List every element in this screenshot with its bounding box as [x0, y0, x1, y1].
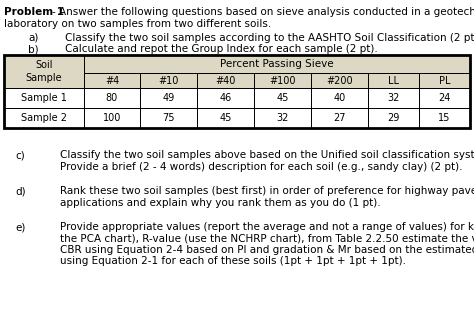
Text: CBR using Equation 2-4 based on PI and gradation & Mr based on the estimated CBR: CBR using Equation 2-4 based on PI and g… — [60, 245, 474, 255]
Bar — [197, 88, 254, 108]
Bar — [4, 108, 83, 128]
Text: #4: #4 — [105, 75, 119, 85]
Text: 27: 27 — [333, 113, 346, 123]
Text: Classify the two soil samples above based on the Unified soil classification sys: Classify the two soil samples above base… — [60, 150, 474, 160]
Bar — [368, 88, 419, 108]
Bar — [83, 73, 140, 88]
Text: Provide a brief (2 - 4 words) description for each soil (e.g., sandy clay) (2 pt: Provide a brief (2 - 4 words) descriptio… — [60, 162, 463, 171]
Text: 29: 29 — [387, 113, 400, 123]
Text: using Equation 2-1 for each of these soils (1pt + 1pt + 1pt + 1pt).: using Equation 2-1 for each of these soi… — [60, 257, 406, 266]
Text: PL: PL — [438, 75, 450, 85]
Text: Rank these two soil samples (best first) in order of preference for highway pave: Rank these two soil samples (best first)… — [60, 186, 474, 196]
Bar — [4, 55, 83, 88]
Text: c): c) — [15, 150, 25, 160]
Text: Calculate and repot the Group Index for each sample (2 pt).: Calculate and repot the Group Index for … — [65, 44, 378, 54]
Bar — [311, 73, 368, 88]
Text: a): a) — [28, 33, 38, 43]
Text: 45: 45 — [276, 93, 289, 103]
Bar — [197, 73, 254, 88]
Text: Sample 1: Sample 1 — [21, 93, 67, 103]
Text: 49: 49 — [163, 93, 175, 103]
Text: 80: 80 — [106, 93, 118, 103]
Bar — [140, 88, 197, 108]
Text: - Answer the following questions based on sieve analysis conducted in a geotechn: - Answer the following questions based o… — [52, 7, 474, 17]
Bar — [368, 73, 419, 88]
Bar — [419, 73, 470, 88]
Text: 32: 32 — [387, 93, 400, 103]
Bar — [419, 88, 470, 108]
Text: 40: 40 — [333, 93, 346, 103]
Text: Provide appropriate values (report the average and not a range of values) for k-: Provide appropriate values (report the a… — [60, 222, 474, 232]
Bar — [254, 108, 311, 128]
Bar — [83, 55, 470, 73]
Bar — [140, 73, 197, 88]
Text: b): b) — [28, 44, 38, 54]
Bar — [4, 55, 470, 128]
Text: #100: #100 — [269, 75, 296, 85]
Bar — [311, 108, 368, 128]
Text: Classify the two soil samples according to the AASHTO Soil Classification (2 pt): Classify the two soil samples according … — [65, 33, 474, 43]
Bar — [83, 88, 140, 108]
Bar — [254, 73, 311, 88]
Text: 75: 75 — [163, 113, 175, 123]
Text: #200: #200 — [326, 75, 353, 85]
Text: Percent Passing Sieve: Percent Passing Sieve — [220, 59, 334, 69]
Bar — [140, 108, 197, 128]
Text: Soil
Sample: Soil Sample — [26, 60, 62, 83]
Text: 15: 15 — [438, 113, 451, 123]
Text: applications and explain why you rank them as you do (1 pt).: applications and explain why you rank th… — [60, 198, 381, 208]
Bar — [419, 108, 470, 128]
Text: 45: 45 — [219, 113, 232, 123]
Text: Problem 1: Problem 1 — [4, 7, 64, 17]
Bar — [197, 108, 254, 128]
Text: e): e) — [15, 222, 26, 232]
Text: laboratory on two samples from two different soils.: laboratory on two samples from two diffe… — [4, 19, 271, 29]
Text: #10: #10 — [159, 75, 179, 85]
Bar — [368, 108, 419, 128]
Bar — [83, 108, 140, 128]
Text: Sample 2: Sample 2 — [21, 113, 67, 123]
Text: LL: LL — [388, 75, 399, 85]
Bar — [311, 88, 368, 108]
Bar — [4, 88, 83, 108]
Text: the PCA chart), R-value (use the NCHRP chart), from Table 2.2.50 estimate the va: the PCA chart), R-value (use the NCHRP c… — [60, 233, 474, 244]
Text: d): d) — [15, 186, 26, 196]
Text: #40: #40 — [216, 75, 236, 85]
Bar — [254, 88, 311, 108]
Text: 100: 100 — [103, 113, 121, 123]
Text: 32: 32 — [276, 113, 289, 123]
Text: 46: 46 — [219, 93, 232, 103]
Text: 24: 24 — [438, 93, 451, 103]
